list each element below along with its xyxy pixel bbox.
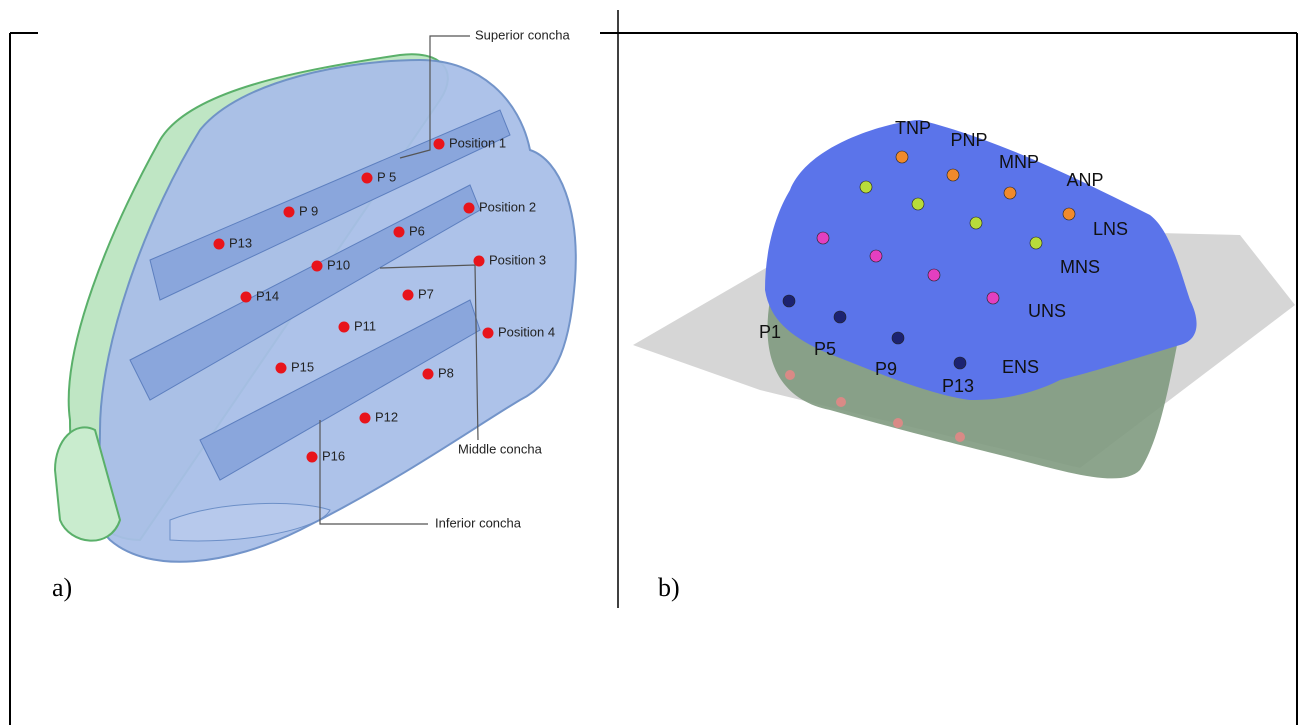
point-marker (276, 363, 287, 374)
sensor-marker (817, 232, 829, 244)
sensor-marker (970, 217, 982, 229)
top-label: MNP (999, 152, 1039, 172)
panel-label: b) (658, 573, 680, 602)
point-marker (360, 413, 371, 424)
bottom-label: P9 (875, 359, 897, 379)
point-marker (403, 290, 414, 301)
sensor-marker (893, 418, 903, 428)
row-label: ENS (1002, 357, 1039, 377)
point-label: P14 (256, 288, 279, 303)
sensor-marker (892, 332, 904, 344)
sensor-marker (947, 169, 959, 181)
point-label: P8 (438, 365, 454, 380)
sensor-marker (928, 269, 940, 281)
point-marker (483, 328, 494, 339)
point-label: P 9 (299, 203, 318, 218)
point-label: P11 (354, 318, 376, 333)
point-marker (434, 139, 445, 150)
point-label: Position 3 (489, 252, 546, 267)
annotation: Middle concha (458, 441, 543, 456)
point-marker (307, 452, 318, 463)
point-label: P10 (327, 257, 350, 272)
top-label: TNP (895, 118, 931, 138)
row-label: UNS (1028, 301, 1066, 321)
bottom-label: P5 (814, 339, 836, 359)
point-marker (284, 207, 295, 218)
figure: Position 1 P 5 Position 2 P 9 P6 P13 Position … (0, 0, 1307, 725)
point-marker (241, 292, 252, 303)
point-marker (464, 203, 475, 214)
sensor-marker (954, 357, 966, 369)
point-label: P16 (322, 448, 345, 463)
point-label: P13 (229, 235, 252, 250)
sensor-marker (987, 292, 999, 304)
point-marker (423, 369, 434, 380)
bottom-label: P13 (942, 376, 974, 396)
top-label: PNP (950, 130, 987, 150)
sensor-marker (1004, 187, 1016, 199)
point-label: P7 (418, 286, 434, 301)
top-label: ANP (1066, 170, 1103, 190)
point-label: Position 4 (498, 324, 555, 339)
sensor-marker (860, 181, 872, 193)
point-label: P 5 (377, 169, 396, 184)
point-marker (214, 239, 225, 250)
point-marker (394, 227, 405, 238)
row-label: MNS (1060, 257, 1100, 277)
sensor-marker (834, 311, 846, 323)
point-label: P15 (291, 359, 314, 374)
annotation: Inferior concha (435, 515, 522, 530)
sensor-marker (783, 295, 795, 307)
sensor-marker (1030, 237, 1042, 249)
point-label: Position 1 (449, 135, 506, 150)
point-label: P12 (375, 409, 398, 424)
bottom-label: P1 (759, 322, 781, 342)
sensor-marker (785, 370, 795, 380)
point-label: Position 2 (479, 199, 536, 214)
nasal-model (633, 120, 1295, 478)
sensor-marker (1063, 208, 1075, 220)
panel-label: a) (52, 573, 72, 602)
nasal-illustration (55, 54, 576, 562)
point-marker (339, 322, 350, 333)
sensor-marker (896, 151, 908, 163)
sensor-marker (870, 250, 882, 262)
point-label: P6 (409, 223, 425, 238)
point-marker (474, 256, 485, 267)
sensor-marker (955, 432, 965, 442)
row-label: LNS (1093, 219, 1128, 239)
sensor-marker (836, 397, 846, 407)
sensor-marker (912, 198, 924, 210)
annotation: Superior concha (475, 27, 570, 42)
point-marker (312, 261, 323, 272)
point-marker (362, 173, 373, 184)
